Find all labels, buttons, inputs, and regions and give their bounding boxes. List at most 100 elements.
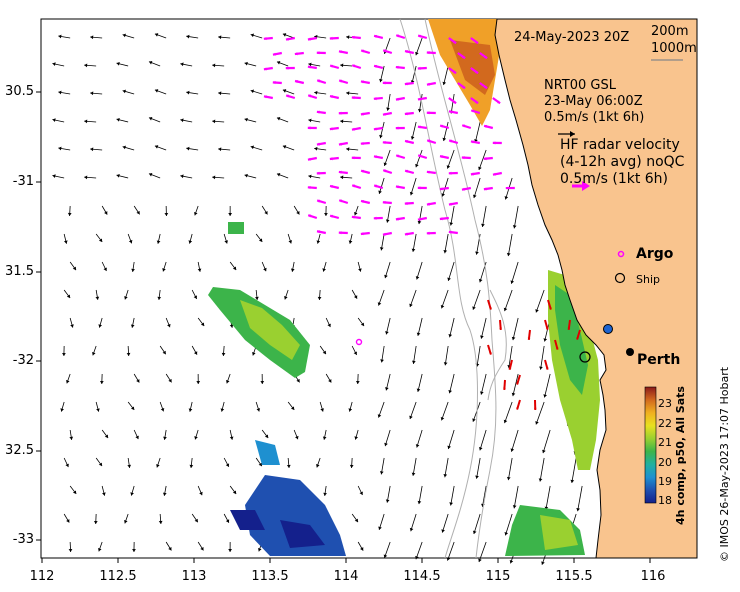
model-vector [441,513,449,533]
model-vector-head [244,117,248,122]
model-vector-head [409,191,414,196]
model-vector-head [180,174,184,179]
model-vector-head [415,163,419,168]
hf-vector-head [272,80,276,85]
model-vector-head [358,268,362,272]
model-vector-head [264,210,268,215]
model-vector-head [160,407,165,412]
hf-vector-head [453,70,457,74]
model-vector-head [354,518,359,523]
model-vector-head [194,436,198,440]
scale-1000m-label: 1000m [651,41,697,56]
model-vector-head [541,561,545,565]
model-vector-head [360,322,365,327]
x-tick-label: 114.5 [403,569,441,584]
hf-vector-head [426,111,430,115]
model-vector-head [314,146,318,151]
model-vector-head [320,408,324,412]
hf-vector-head [338,170,342,174]
hf-vector-head [475,70,479,74]
model-vector-head [132,549,136,552]
model-vector [444,457,449,478]
hf-vector-head [351,215,355,219]
model-vector-head [384,442,388,447]
model-vector-head [379,134,383,139]
model-vector-head [58,34,62,39]
hf-vector-head [483,157,487,161]
hf-vector-head [405,139,408,144]
hf-vector-head [374,184,378,188]
model-vector [450,205,455,226]
model-vector-head [72,490,77,494]
model-vector-head [480,335,484,339]
model-vector-head [224,240,228,244]
model-vector-head [353,351,357,355]
hf-vector-head [404,232,408,236]
model-vector-head [415,555,419,560]
hf-vector-head [351,96,355,100]
model-vector-head [252,352,256,356]
hf-vector-head [449,139,453,143]
hf-vector-head [440,124,444,128]
model-vector-head [359,491,363,495]
model-vector-head [446,165,451,169]
model-vector-head [194,212,198,216]
model-vector-head [377,302,382,306]
model-vector-head [180,118,184,123]
model-vector [441,177,449,197]
hf-vector-head [395,97,399,101]
model-vector [512,373,519,397]
hf-vector-head [439,187,443,191]
model-vector-head [62,352,66,356]
model-vector-head [228,213,233,216]
model-vector-head [472,530,477,535]
model-vector-head [295,435,299,440]
model-vector-head [258,238,263,242]
colorbar-tick: 22 [658,417,672,430]
hf-vector-head [373,155,377,159]
model-vector-head [480,391,484,395]
model-vector [478,149,487,171]
model-vector-head [116,118,120,122]
model-vector-head [346,147,350,151]
hf-vector-head [462,55,466,59]
model-vector [447,149,455,169]
model-vector-head [162,492,167,496]
model-vector-head [225,463,230,467]
model-vector [416,429,423,448]
red-vector-head [516,407,519,410]
model-vector-head [229,436,234,440]
model-vector [474,121,481,143]
model-vector-head [72,266,77,271]
model-vector [409,289,417,308]
model-vector-head [164,212,169,216]
model-vector-head [104,434,109,439]
model-vector-head [199,491,203,496]
model-vector [410,513,417,532]
model-vector-head [52,62,56,66]
hf-vector-head [426,202,430,206]
model-vector-head [354,212,358,216]
model-vector-head [130,324,135,328]
model-vector [417,373,423,392]
model-vector-head [443,474,448,478]
hf-vector-head [418,154,422,158]
x-tick-label: 113 [181,569,207,584]
hf-vector-head [497,100,501,104]
model-vector-head [148,172,153,177]
x-tick-label: 115 [485,569,511,584]
model-vector-head [449,502,454,506]
model-vector-head [385,499,390,503]
hf-vector-head [492,172,496,176]
hf-vector-head [361,49,365,53]
model-vector [412,457,417,476]
model-vector [444,233,449,254]
hf-vector-head [338,50,342,54]
model-vector-head [226,380,230,384]
model-vector [418,93,423,113]
credit-label: © IMOS 26-May-2023 17:07 Hobart [718,366,731,562]
model-vector [511,429,519,452]
hf-vector-head [417,66,421,70]
model-vector [443,121,449,142]
model-vector-head [512,505,517,509]
